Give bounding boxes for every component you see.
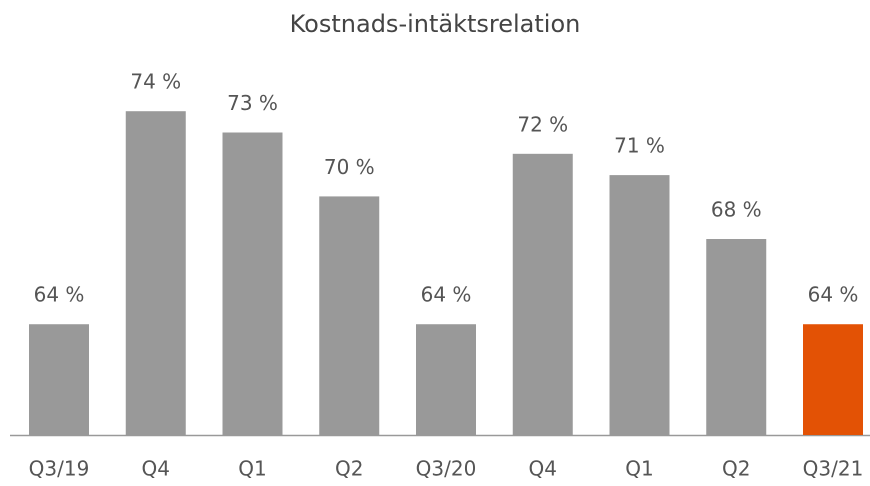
bar <box>416 324 476 435</box>
value-label: 64 % <box>808 283 859 307</box>
bar <box>29 324 89 435</box>
x-tick-label: Q1 <box>238 457 266 481</box>
value-label: 74 % <box>130 70 181 94</box>
value-label: 64 % <box>421 283 472 307</box>
bar <box>803 324 863 435</box>
value-label: 64 % <box>34 283 85 307</box>
chart-title: Kostnads-intäktsrelation <box>290 10 581 38</box>
x-tick-label: Q3/19 <box>29 457 90 481</box>
value-label: 73 % <box>227 91 278 115</box>
x-tick-label: Q3/21 <box>803 457 864 481</box>
value-label: 71 % <box>614 134 665 158</box>
x-tick-label: Q4 <box>142 457 170 481</box>
x-tick-label: Q3/20 <box>416 457 477 481</box>
value-label: 70 % <box>324 155 375 179</box>
bar <box>706 239 767 435</box>
bar <box>512 153 573 435</box>
bar <box>609 175 670 435</box>
bar <box>222 132 283 436</box>
value-label: 72 % <box>517 112 568 136</box>
x-tick-label: Q1 <box>625 457 653 481</box>
bar <box>319 196 380 435</box>
bar <box>125 111 186 435</box>
x-tick-label: Q2 <box>722 457 750 481</box>
x-tick-label: Q4 <box>529 457 557 481</box>
x-tick-label: Q2 <box>335 457 363 481</box>
value-label: 68 % <box>711 198 762 222</box>
